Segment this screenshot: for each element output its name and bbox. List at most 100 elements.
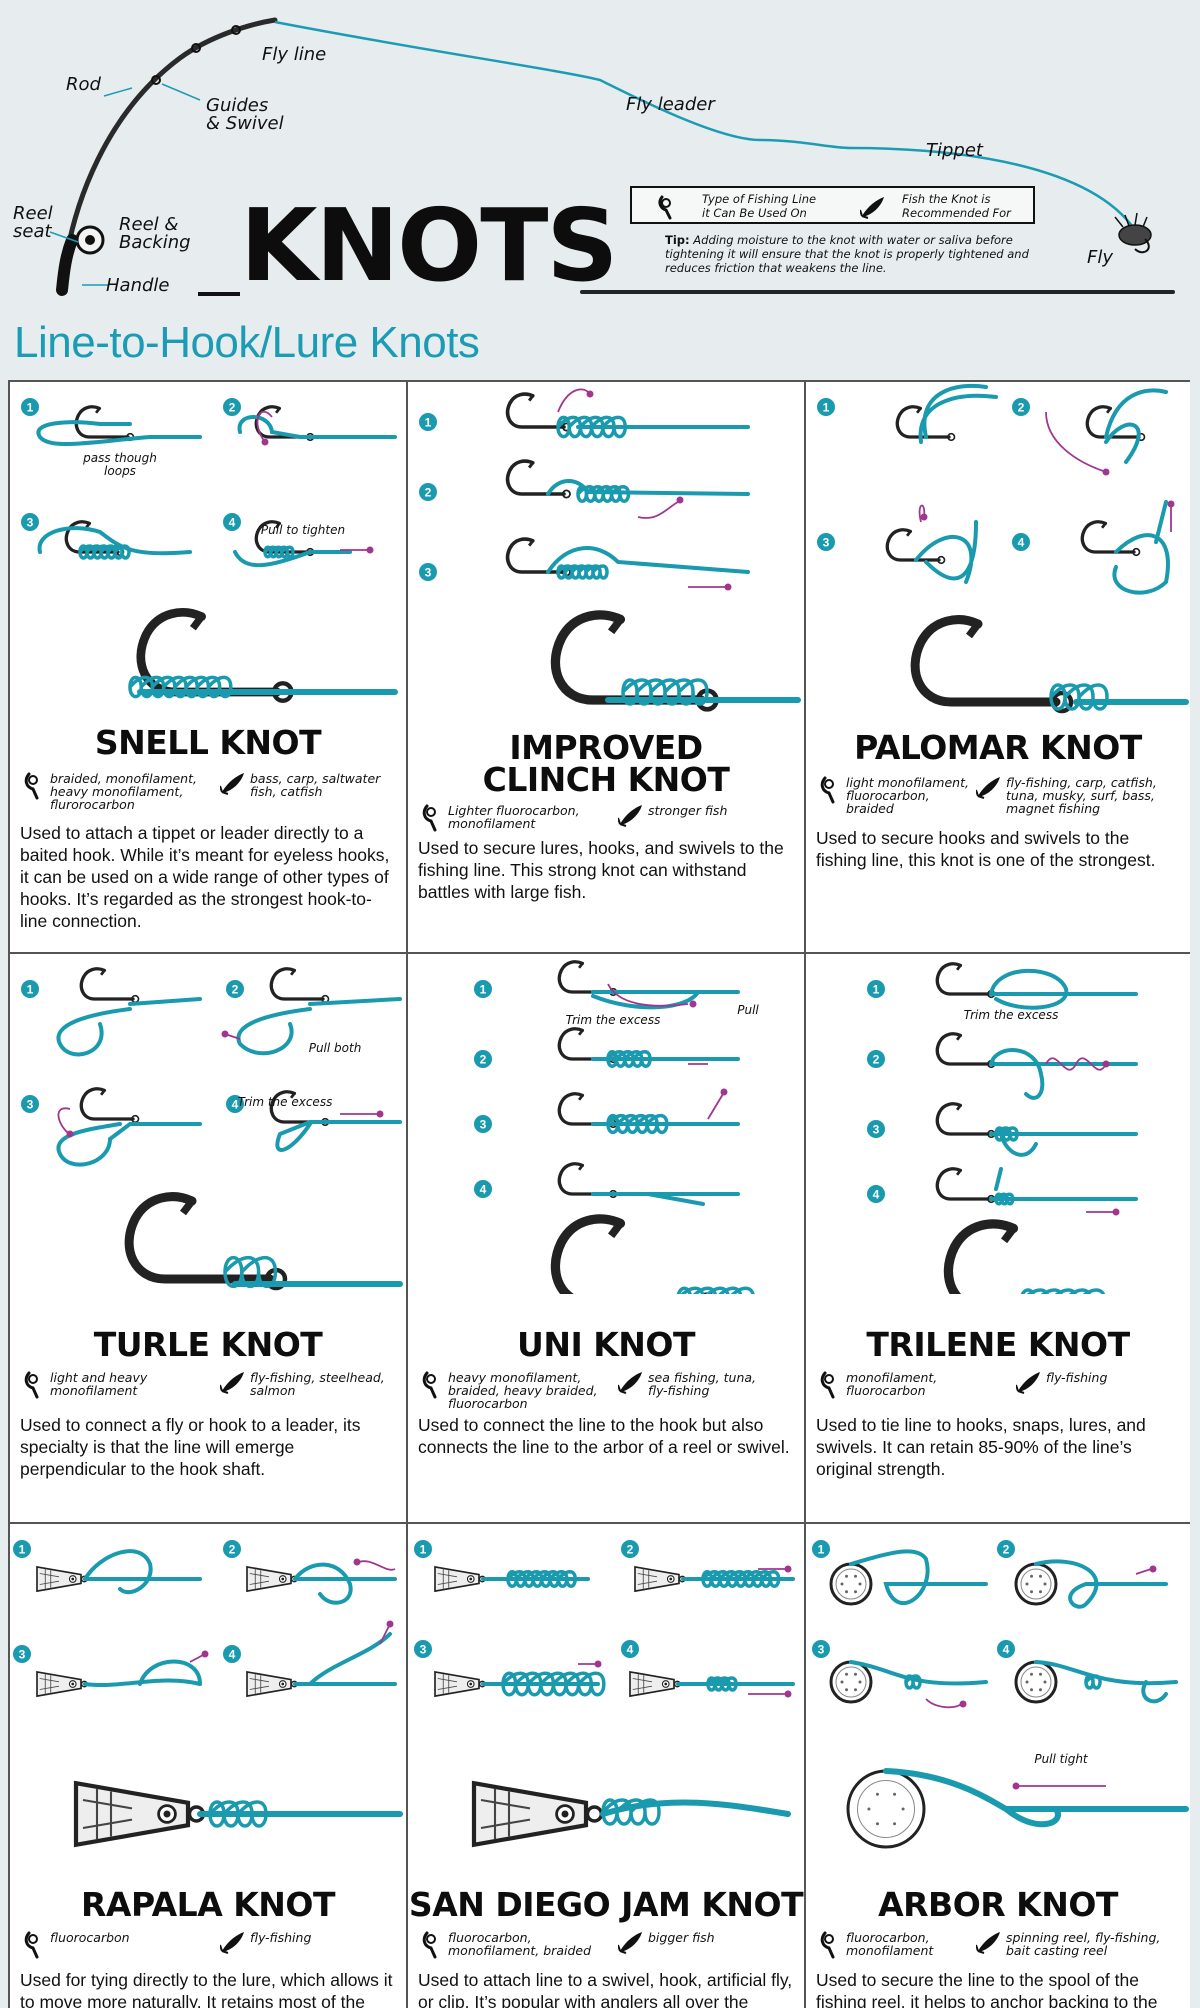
- step-number: 2: [627, 1543, 634, 1557]
- fishing-line: [849, 1549, 988, 1606]
- handle-label: Handle: [106, 275, 170, 296]
- line-types-text: Lighter fluorocarbon, monofilament: [448, 803, 580, 831]
- recommended-fish-text: bigger fish: [648, 1930, 715, 1945]
- step-note: Pull tight: [1034, 1752, 1088, 1766]
- step-number: 4: [1003, 1643, 1010, 1657]
- arrow-head: [1102, 468, 1110, 476]
- knot-coils-large: [676, 1286, 755, 1294]
- step-number-badge: [867, 1120, 885, 1138]
- fish-icon: [220, 1932, 244, 1954]
- reel-seat-label: Reel seat: [13, 203, 53, 242]
- line-spool-icon: [820, 776, 835, 804]
- knot-name: TRILENE KNOT: [866, 1325, 1130, 1364]
- fishing-line: [275, 1120, 402, 1152]
- fishing-line: [989, 1132, 1138, 1157]
- rod-label: Rod: [66, 74, 101, 95]
- step-number: 2: [425, 486, 432, 500]
- knot-diagram: 1 2 3 4: [817, 383, 1189, 714]
- line-types-text: fluorocarbon, monofilament, braided: [448, 1930, 592, 1958]
- hook-large: [943, 1219, 1019, 1294]
- arrow-head: [586, 390, 594, 398]
- hook-drawing: [895, 405, 956, 442]
- fishing-line: [546, 546, 750, 574]
- knot-name: PALOMAR KNOT: [854, 728, 1142, 767]
- step-number: 2: [480, 1053, 487, 1067]
- arrow-head: [366, 546, 374, 554]
- knot-diagram: 1 2 3 4: [414, 1540, 795, 1848]
- knot-card: 1 2 3 IMPROVED CLINCH KNOT Lighter fluorocar…: [408, 382, 806, 954]
- step-number-badge: [21, 980, 39, 998]
- fishing-line: [293, 1632, 397, 1686]
- step-number: 2: [229, 1543, 236, 1557]
- pull-arrow: [354, 1560, 396, 1571]
- step-number: 3: [823, 536, 830, 550]
- step-number: 3: [425, 566, 432, 580]
- fishing-line: [918, 383, 998, 444]
- knot-card: 1 2 3 4 pass though loops Pull to tighten SNEL…: [10, 382, 408, 954]
- fish-icon: [618, 1372, 642, 1394]
- knot-description: Used to secure the line to the spool of …: [816, 1970, 1158, 2008]
- pull-arrow: [925, 1698, 962, 1709]
- arrow-head: [1012, 1782, 1020, 1790]
- recommended-fish-text: stronger fish: [648, 803, 728, 818]
- title-dash: [198, 292, 240, 296]
- arrow-head: [689, 1000, 697, 1008]
- step-number: 4: [232, 1098, 239, 1112]
- fishing-line: [83, 1549, 202, 1595]
- hook-drawing: [935, 1102, 996, 1139]
- line-types-text: fluorocarbon: [50, 1930, 130, 1945]
- step-number: 3: [19, 1648, 26, 1662]
- step-number-badge: [226, 980, 244, 998]
- step-number: 3: [420, 1643, 427, 1657]
- step-number-badge: [817, 533, 835, 551]
- pull-arrow: [256, 410, 273, 443]
- pull-arrow: [918, 504, 926, 523]
- arrow-head: [959, 1700, 967, 1708]
- guides-label: Guides & Swivel: [206, 95, 284, 134]
- line-types-text: light and heavy monofilament: [50, 1370, 148, 1398]
- step-number-badge: [474, 1050, 492, 1068]
- line-spool-icon: [24, 1931, 39, 1959]
- fishing-line: [237, 415, 397, 439]
- line-types-text: fluorocarbon, monofilament: [846, 1930, 934, 1958]
- step-number: 4: [1018, 536, 1025, 550]
- step-note: Trim the excess: [237, 1095, 333, 1109]
- knot-coils: [994, 1192, 1015, 1206]
- arrow-head: [261, 438, 269, 446]
- step-note: Pull: [737, 1003, 759, 1017]
- knot-coils-large: [621, 678, 709, 706]
- step-number: 2: [1018, 401, 1025, 415]
- knot-coils: [1084, 1674, 1102, 1690]
- knot-diagram: 1 2 3 4: [867, 962, 1138, 1294]
- fishing-line: [37, 526, 192, 556]
- line-types-text: heavy monofilament, braided, heavy braid…: [448, 1370, 598, 1411]
- arrow-head: [920, 513, 928, 521]
- step-number: 2: [232, 983, 239, 997]
- line-spool-icon: [24, 1371, 39, 1399]
- hook-drawing: [269, 967, 330, 1004]
- pull-arrow: [1135, 1568, 1152, 1575]
- header: Rod Guides & Swivel Fly line Fly leader …: [0, 0, 1200, 300]
- fishing-line: [56, 997, 202, 1057]
- step-number: 4: [873, 1188, 880, 1202]
- page-title: KNOTS: [240, 187, 618, 304]
- step-number-badge: [419, 563, 437, 581]
- arrow-head: [594, 1660, 602, 1668]
- legend-fish-text: Fish the Knot is Recommended For: [902, 192, 1011, 220]
- fishing-rod-illustration: [49, 17, 1152, 296]
- line-types-text: light monofilament, fluorocarbon, braide…: [846, 775, 969, 816]
- step-note: Pull both: [308, 1041, 362, 1055]
- step-number-badge: [21, 513, 39, 531]
- reel-spool-drawing: [1014, 1562, 1058, 1606]
- knot-name: IMPROVED CLINCH KNOT: [482, 728, 730, 799]
- step-number-badge: [867, 1185, 885, 1203]
- reel-spool-drawing: [829, 1562, 873, 1606]
- line-spool-icon: [820, 1931, 835, 1959]
- knot-card: 1 2 3 4 Pull Trim the excess UNI KNOT heavy mon…: [408, 954, 806, 1524]
- step-number: 4: [229, 516, 236, 530]
- fishing-line: [293, 1562, 397, 1605]
- step-number: 1: [27, 983, 34, 997]
- knot-diagram: 1 2 3 4: [13, 1540, 403, 1848]
- hook-large: [910, 615, 1074, 714]
- legend: Type of Fishing Line it Can Be Used On F…: [630, 186, 1035, 224]
